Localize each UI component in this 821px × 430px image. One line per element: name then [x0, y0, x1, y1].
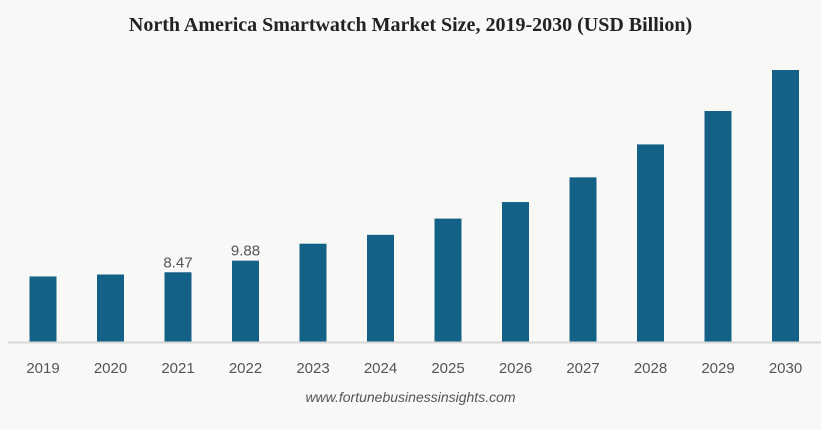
x-tick-label: 2019 — [26, 360, 59, 377]
x-tick-label: 2022 — [229, 360, 262, 377]
x-tick-label: 2028 — [634, 360, 667, 377]
bar-2025 — [434, 218, 462, 342]
x-tick-label: 2027 — [566, 360, 599, 377]
x-tick-label: 2024 — [364, 360, 397, 377]
data-label: 9.88 — [231, 243, 260, 260]
x-tick-label: 2030 — [769, 360, 802, 377]
x-tick-label: 2025 — [431, 360, 464, 377]
source-watermark: www.fortunebusinessinsights.com — [305, 389, 516, 405]
chart-title: North America Smartwatch Market Size, 20… — [128, 14, 693, 36]
data-label: 8.47 — [163, 254, 192, 271]
bar-2028 — [637, 144, 664, 342]
bar-2024 — [367, 234, 394, 342]
bar-2021 — [164, 272, 192, 342]
bar-2030 — [772, 70, 799, 342]
x-tick-label: 2021 — [161, 360, 194, 377]
bar-2022 — [232, 260, 259, 342]
bar-2020 — [97, 274, 124, 342]
bar-2027 — [569, 177, 597, 342]
x-tick-label: 2029 — [701, 360, 734, 377]
bar-2029 — [704, 110, 732, 342]
x-tick-label: 2020 — [94, 360, 127, 377]
bar-2023 — [299, 243, 327, 342]
x-tick-label: 2026 — [499, 360, 532, 377]
bar-2026 — [502, 202, 529, 342]
bar-2019 — [29, 276, 57, 342]
x-tick-label: 2023 — [296, 360, 329, 377]
